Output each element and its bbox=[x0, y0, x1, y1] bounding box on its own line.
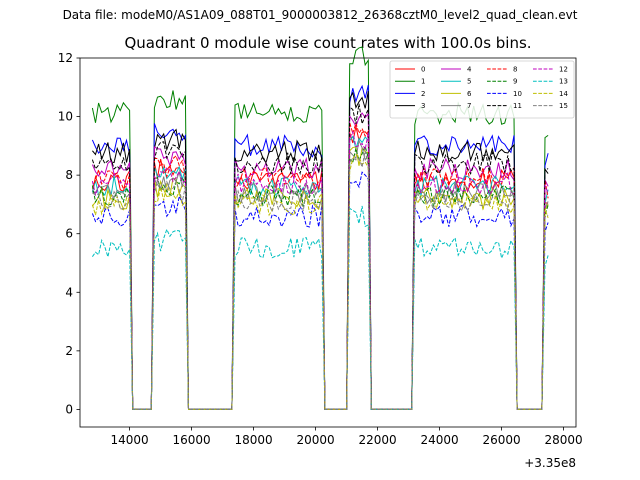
legend-label-1: 1 bbox=[421, 78, 425, 86]
series-line-9 bbox=[91, 144, 549, 410]
y-tick-label: 10 bbox=[58, 110, 73, 124]
series-line-11 bbox=[91, 103, 549, 410]
x-tick-label: 18000 bbox=[235, 433, 273, 447]
series-line-14 bbox=[91, 153, 549, 410]
legend-label-11: 11 bbox=[513, 102, 522, 110]
axes-layer: 14000 16000 18000 20000 22000 24000 26000 28000… bbox=[58, 51, 583, 447]
series-line-3 bbox=[92, 91, 549, 410]
x-tick-label: 16000 bbox=[173, 433, 211, 447]
legend-label-15: 15 bbox=[559, 102, 568, 110]
series-line-12 bbox=[91, 130, 549, 410]
series-line-4 bbox=[91, 112, 549, 410]
legend-label-4: 4 bbox=[467, 66, 472, 74]
legend-label-3: 3 bbox=[421, 102, 425, 110]
y-tick-label: 0 bbox=[65, 402, 73, 416]
series-line-15 bbox=[92, 150, 549, 410]
series-line-7 bbox=[92, 138, 549, 410]
legend-box bbox=[389, 60, 575, 119]
chart-title: Quadrant 0 module wise count rates with … bbox=[124, 34, 532, 52]
legend-label-9: 9 bbox=[513, 78, 517, 86]
x-tick-label: 26000 bbox=[483, 433, 521, 447]
legend-label-10: 10 bbox=[513, 90, 522, 98]
x-tick-label: 24000 bbox=[421, 433, 459, 447]
legend-label-8: 8 bbox=[513, 66, 517, 74]
x-tick-label: 22000 bbox=[359, 433, 397, 447]
legend-label-2: 2 bbox=[421, 90, 425, 98]
x-tick-label: 28000 bbox=[545, 433, 583, 447]
legend-label-6: 6 bbox=[467, 90, 472, 98]
legend-label-0: 0 bbox=[421, 66, 425, 74]
series-line-6 bbox=[91, 146, 549, 410]
legend-label-5: 5 bbox=[467, 78, 471, 86]
legend-label-14: 14 bbox=[559, 90, 568, 98]
series-line-0 bbox=[91, 126, 549, 410]
x-tick-label: 20000 bbox=[297, 433, 335, 447]
y-tick-label: 4 bbox=[65, 285, 73, 299]
y-tick-label: 8 bbox=[65, 168, 73, 182]
figure-suptitle: Data file: modeM0/AS1A09_088T01_90000038… bbox=[62, 8, 578, 22]
legend-label-7: 7 bbox=[467, 102, 471, 110]
x-tick-label: 14000 bbox=[111, 433, 149, 447]
series-line-10 bbox=[91, 171, 549, 410]
series-line-13 bbox=[91, 205, 549, 410]
plot-frame bbox=[79, 57, 577, 428]
series-line-5 bbox=[91, 135, 549, 410]
y-tick-label: 6 bbox=[65, 227, 73, 241]
legend-label-13: 13 bbox=[559, 78, 568, 86]
legend-label-12: 12 bbox=[559, 66, 568, 74]
y-tick-label: 12 bbox=[58, 51, 73, 65]
y-tick-label: 2 bbox=[65, 344, 73, 358]
x-offset-label: +3.35e8 bbox=[524, 456, 576, 470]
